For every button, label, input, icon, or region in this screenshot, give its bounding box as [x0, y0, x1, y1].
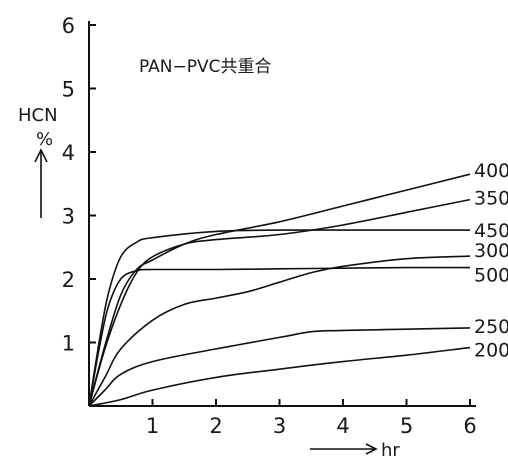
- y-tick-label: 1: [62, 332, 75, 356]
- series-line-400: [88, 173, 471, 407]
- series-label-250: 250: [474, 316, 508, 338]
- x-tick-label: 5: [400, 414, 413, 438]
- y-axis-unit: %: [36, 129, 53, 150]
- series-line-450: [88, 229, 470, 407]
- x-axis-arrow-head: [365, 443, 378, 455]
- series-line-500: [88, 266, 471, 407]
- series-label-400: 400: [474, 160, 508, 182]
- series-line-300: [88, 255, 471, 407]
- series-label-200: 200: [474, 340, 508, 362]
- x-tick-label: 4: [336, 414, 349, 438]
- y-tick-label: 3: [62, 205, 75, 229]
- x-tick-label: 2: [209, 414, 222, 438]
- series-line-250: [88, 327, 471, 407]
- axes: [88, 21, 476, 407]
- ticks: 1 2 3 4 5 6 1 2 3 4 5 6: [62, 14, 477, 438]
- y-axis-arrow-head: [34, 148, 48, 163]
- series-label-450: 450: [474, 220, 508, 242]
- x-tick-label: 3: [273, 414, 286, 438]
- series-label-500: 500: [474, 265, 508, 287]
- series-label-300: 300: [474, 240, 508, 262]
- x-tick-label: 6: [463, 414, 476, 438]
- y-tick-label: 4: [62, 141, 75, 165]
- y-axis-label: HCN: [18, 105, 58, 126]
- x-axis-label: hr: [381, 440, 400, 458]
- x-tick-label: 1: [146, 414, 159, 438]
- y-tick-label: 6: [62, 14, 75, 38]
- series-line-350: [88, 198, 471, 407]
- series: [88, 173, 471, 407]
- series-line-200: [88, 346, 471, 407]
- y-tick-label: 5: [62, 78, 75, 102]
- series-label-350: 350: [474, 188, 508, 210]
- chart-title: PAN−PVC共重合: [139, 57, 272, 77]
- y-tick-label: 2: [62, 268, 75, 292]
